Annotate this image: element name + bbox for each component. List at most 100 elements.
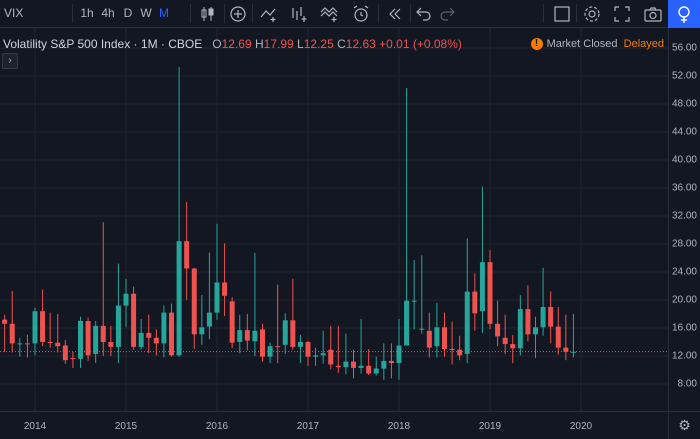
candle [351, 349, 356, 379]
candle-body [153, 337, 159, 344]
symbol-title[interactable]: Volatility S&P 500 Index [3, 37, 131, 51]
candle [381, 343, 387, 380]
bar-chart-icon[interactable] [289, 4, 309, 24]
expand-icon[interactable] [612, 4, 632, 24]
high-value: 17.99 [263, 37, 294, 51]
axis-settings-icon[interactable]: ⚙ [668, 411, 700, 439]
candle-body [100, 325, 106, 342]
candles [2, 66, 576, 380]
time-axis[interactable]: 2014 2015 2016 2017 2018 2019 2020 [0, 411, 668, 439]
candle [161, 305, 167, 358]
candle [426, 312, 432, 358]
symbol-search[interactable]: VIX [4, 6, 24, 20]
candle-body [328, 349, 334, 365]
time-tick-label: 2019 [478, 421, 502, 432]
candle-body [343, 361, 349, 368]
candle [32, 307, 38, 356]
price-tick-label: 52.00 [671, 70, 697, 82]
candle-body [191, 268, 197, 335]
candle [358, 318, 364, 374]
grid-lines [0, 28, 668, 411]
compare-icon[interactable] [259, 4, 279, 24]
candle-body [85, 321, 91, 356]
candle [335, 325, 341, 373]
time-tick-label: 2018 [387, 421, 411, 432]
price-tick-label: 56.00 [671, 42, 697, 54]
candle-body [24, 343, 30, 345]
price-axis[interactable]: 8.00 12.00 16.00 20.00 24.00 28.00 32.00 36.00 4… [668, 28, 700, 411]
candle [555, 307, 561, 355]
candle [9, 290, 15, 353]
market-status[interactable]: ! Market Closed Delayed [530, 36, 664, 52]
toolbar-divider [576, 4, 577, 23]
interval-4h-button[interactable]: 4h [101, 6, 115, 20]
candle [24, 335, 30, 358]
high-label: H [255, 37, 264, 51]
replay-icon[interactable] [385, 4, 405, 24]
candle-body [2, 319, 8, 324]
candle [17, 337, 23, 357]
price-tick-label: 8.00 [677, 378, 697, 390]
top-toolbar: VIX 1h 4h D W M [0, 0, 700, 28]
indicators-icon[interactable] [319, 4, 339, 24]
add-button[interactable] [668, 0, 700, 28]
candle [100, 222, 106, 356]
interval-d-button[interactable]: D [123, 6, 133, 20]
candle [93, 321, 99, 363]
undo-icon[interactable] [414, 4, 434, 24]
candle [411, 260, 417, 330]
candle-body [396, 345, 402, 363]
settings-icon[interactable] [582, 4, 602, 24]
chart-legend: Volatility S&P 500 Index · 1M · CBOE O12… [3, 37, 462, 51]
add-indicator-icon[interactable] [228, 4, 248, 24]
candle [275, 284, 281, 363]
candlestick-chart [0, 28, 668, 411]
candle [502, 314, 508, 354]
candle-body [540, 307, 546, 328]
candle-body [146, 332, 152, 338]
candle [244, 314, 250, 351]
candles-icon[interactable] [198, 4, 218, 24]
fullscreen-box-icon[interactable] [552, 4, 572, 24]
candle-body [275, 346, 281, 348]
candle [169, 303, 174, 357]
candle-body [252, 330, 258, 342]
snapshot-icon[interactable] [643, 4, 663, 24]
candle [305, 340, 311, 366]
close-value: 12.63 [345, 37, 376, 51]
candle-body [373, 368, 379, 374]
candle-body [411, 300, 417, 302]
interval-w-button[interactable]: W [140, 6, 152, 20]
candle-body [17, 343, 23, 345]
candle-body [9, 323, 15, 344]
candle-body [404, 300, 410, 346]
candle [138, 318, 144, 350]
candle [282, 313, 288, 354]
candle [540, 267, 546, 336]
candle-body [479, 262, 485, 312]
interval-m-button[interactable]: M [159, 6, 169, 20]
price-tick-label: 40.00 [671, 154, 697, 166]
candle-body [290, 320, 296, 347]
candle-body [366, 365, 372, 374]
open-value: 12.69 [221, 37, 252, 51]
redo-icon[interactable] [437, 4, 457, 24]
candle-body [464, 291, 470, 354]
candle-body [161, 312, 167, 344]
candle-body [229, 301, 235, 343]
interval-1h-button[interactable]: 1h [80, 6, 94, 20]
candle [123, 279, 129, 328]
legend-interval: 1M [140, 37, 158, 51]
candle-body [131, 293, 137, 347]
legend-exchange: CBOE [168, 37, 203, 51]
candle [517, 295, 523, 356]
legend-toggle-button[interactable]: › [2, 53, 18, 69]
alert-icon[interactable] [351, 4, 371, 24]
candle [343, 333, 349, 375]
candle-body [381, 360, 387, 369]
candle [191, 267, 197, 349]
candle-body [55, 342, 61, 347]
candle [184, 202, 190, 300]
candle [206, 252, 212, 340]
time-tick-label: 2017 [296, 421, 320, 432]
